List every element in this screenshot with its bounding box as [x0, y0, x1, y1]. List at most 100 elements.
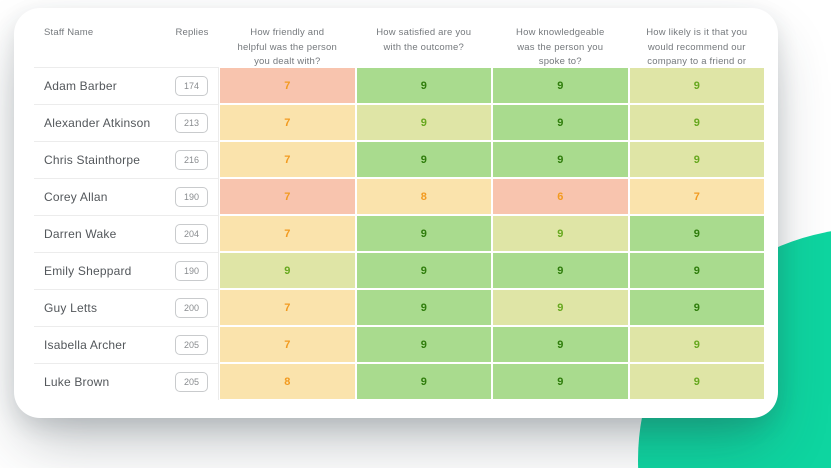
- score-cell-q1: 8: [220, 364, 355, 399]
- score-value: 7: [284, 79, 291, 92]
- staff-name: Chris Stainthorpe: [34, 141, 165, 178]
- score-cell-q1: 7: [220, 68, 355, 103]
- replies-cell: 205: [165, 363, 219, 400]
- table-row: Luke Brown 205 8 9 9 9: [34, 363, 765, 400]
- column-header-replies: Replies: [175, 27, 209, 38]
- replies-count-badge[interactable]: 190: [175, 187, 208, 207]
- survey-report-card: Staff Name Replies How friendly and help…: [14, 8, 778, 418]
- score-value: 8: [420, 190, 427, 203]
- staff-name: Adam Barber: [34, 67, 165, 104]
- score-value: 9: [557, 153, 564, 166]
- score-value: 9: [557, 79, 564, 92]
- score-cell-q3: 6: [493, 179, 628, 214]
- replies-cell: 174: [165, 67, 219, 104]
- score-value: 9: [693, 116, 700, 129]
- score-cell-q4: 9: [629, 327, 764, 362]
- score-value: 9: [420, 79, 427, 92]
- score-value: 9: [693, 227, 700, 240]
- score-cell-q1: 7: [220, 290, 355, 325]
- table-row: Darren Wake 204 7 9 9 9: [34, 215, 765, 252]
- replies-count-badge[interactable]: 216: [175, 150, 208, 170]
- score-cell-q4: 9: [629, 142, 764, 177]
- score-cell-q2: 9: [356, 105, 491, 140]
- score-cell-q2: 9: [356, 216, 491, 251]
- score-value: 9: [284, 264, 291, 277]
- score-value: 9: [420, 116, 427, 129]
- table-row: Emily Sheppard 190 9 9 9 9: [34, 252, 765, 289]
- score-value: 7: [284, 338, 291, 351]
- replies-count-badge[interactable]: 190: [175, 261, 208, 281]
- score-value: 7: [284, 116, 291, 129]
- replies-cell: 200: [165, 289, 219, 326]
- staff-name: Corey Allan: [34, 178, 165, 215]
- score-cell-q2: 9: [356, 142, 491, 177]
- replies-count-badge[interactable]: 205: [175, 372, 208, 392]
- score-value: 9: [693, 153, 700, 166]
- score-cell-q2: 9: [356, 364, 491, 399]
- score-cell-q3: 9: [493, 290, 628, 325]
- column-header-question-friendly: How friendly and helpful was the person …: [237, 27, 337, 68]
- staff-name: Luke Brown: [34, 363, 165, 400]
- score-cell-q4: 9: [629, 105, 764, 140]
- score-cell-q4: 7: [629, 179, 764, 214]
- score-cell-q1: 7: [220, 179, 355, 214]
- score-value: 9: [557, 227, 564, 240]
- column-header-question-satisfied: How satisfied are you with the outcome?: [376, 27, 472, 53]
- replies-count-badge[interactable]: 204: [175, 224, 208, 244]
- replies-cell: 205: [165, 326, 219, 363]
- score-value: 8: [284, 375, 291, 388]
- replies-count-badge[interactable]: 174: [175, 76, 208, 96]
- score-value: 9: [693, 79, 700, 92]
- score-cell-q1: 7: [220, 142, 355, 177]
- score-cell-q4: 9: [629, 68, 764, 103]
- score-cell-q2: 8: [356, 179, 491, 214]
- staff-name: Alexander Atkinson: [34, 104, 165, 141]
- staff-name: Emily Sheppard: [34, 252, 165, 289]
- replies-count-badge[interactable]: 213: [175, 113, 208, 133]
- score-cell-q1: 7: [220, 327, 355, 362]
- staff-name: Guy Letts: [34, 289, 165, 326]
- score-cell-q2: 9: [356, 290, 491, 325]
- score-cell-q3: 9: [493, 327, 628, 362]
- replies-count-badge[interactable]: 205: [175, 335, 208, 355]
- replies-cell: 213: [165, 104, 219, 141]
- column-header-question-knowledgeable: How knowledgeable was the person you spo…: [516, 27, 605, 68]
- score-value: 9: [420, 227, 427, 240]
- staff-name: Isabella Archer: [34, 326, 165, 363]
- score-cell-q3: 9: [493, 253, 628, 288]
- column-header-staff-name: Staff Name: [44, 27, 94, 38]
- score-value: 7: [284, 227, 291, 240]
- replies-count-badge[interactable]: 200: [175, 298, 208, 318]
- score-value: 9: [557, 338, 564, 351]
- score-value: 9: [420, 153, 427, 166]
- score-value: 6: [557, 190, 564, 203]
- replies-cell: 204: [165, 215, 219, 252]
- score-value: 9: [693, 301, 700, 314]
- score-cell-q1: 7: [220, 105, 355, 140]
- score-value: 9: [693, 264, 700, 277]
- score-value: 7: [284, 153, 291, 166]
- score-value: 9: [557, 375, 564, 388]
- score-value: 9: [420, 375, 427, 388]
- score-value: 7: [284, 301, 291, 314]
- score-value: 9: [557, 264, 564, 277]
- score-cell-q3: 9: [493, 68, 628, 103]
- score-cell-q3: 9: [493, 216, 628, 251]
- replies-cell: 190: [165, 252, 219, 289]
- table-row: Corey Allan 190 7 8 6 7: [34, 178, 765, 215]
- table-row: Adam Barber 174 7 9 9 9: [34, 67, 765, 104]
- score-cell-q3: 9: [493, 364, 628, 399]
- score-cell-q2: 9: [356, 68, 491, 103]
- score-value: 9: [420, 338, 427, 351]
- score-cell-q4: 9: [629, 253, 764, 288]
- table-header-row: Staff Name Replies How friendly and help…: [34, 8, 765, 82]
- score-cell-q4: 9: [629, 290, 764, 325]
- score-value: 7: [693, 190, 700, 203]
- score-value: 9: [557, 116, 564, 129]
- staff-name: Darren Wake: [34, 215, 165, 252]
- score-value: 9: [420, 301, 427, 314]
- score-cell-q4: 9: [629, 364, 764, 399]
- score-cell-q1: 7: [220, 216, 355, 251]
- score-cell-q2: 9: [356, 327, 491, 362]
